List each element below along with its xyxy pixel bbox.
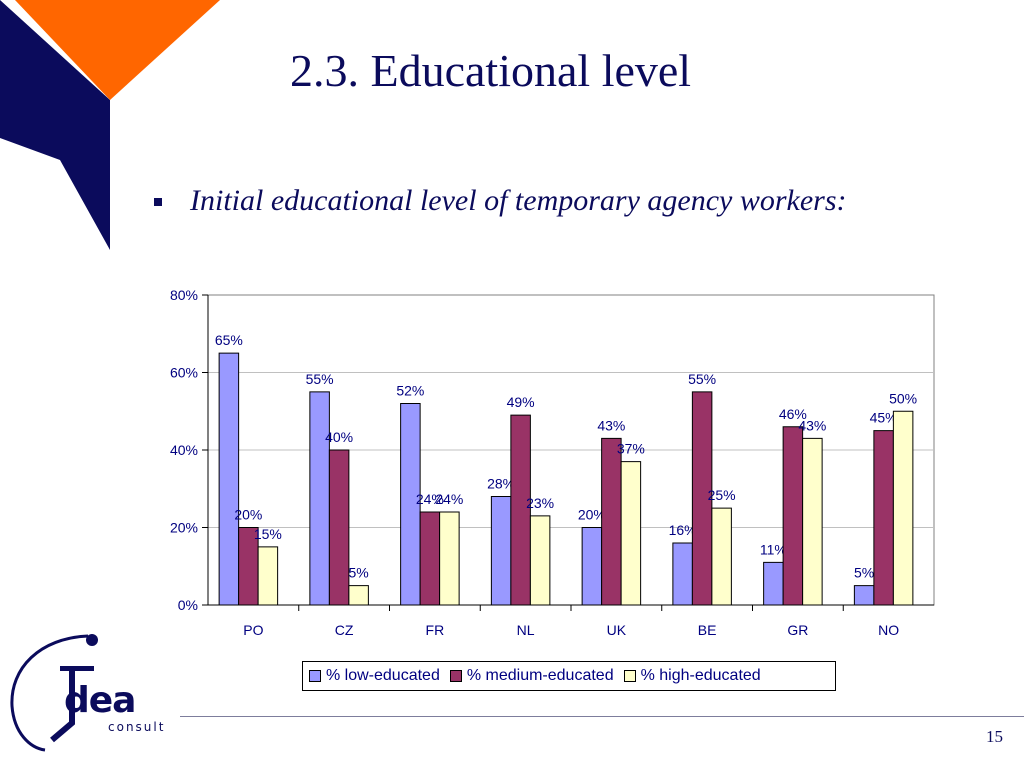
data-label: 40% bbox=[325, 429, 353, 445]
data-label: 20% bbox=[578, 507, 606, 523]
bar bbox=[529, 515, 551, 606]
data-label: 5% bbox=[854, 565, 874, 581]
bar bbox=[672, 542, 693, 606]
data-label: 37% bbox=[617, 441, 645, 457]
bullet-text: Initial educational level of temporary a… bbox=[190, 184, 847, 217]
logo-bar bbox=[60, 666, 94, 671]
page-number: 15 bbox=[986, 727, 1003, 746]
y-tick-label: 20% bbox=[170, 520, 198, 536]
bar bbox=[257, 546, 279, 606]
y-tick-label: 40% bbox=[170, 442, 198, 458]
bullet-square-icon bbox=[154, 198, 162, 206]
legend-item-high: % high-educated bbox=[623, 667, 761, 685]
data-label: 25% bbox=[708, 487, 736, 503]
logo-stem bbox=[50, 671, 75, 743]
data-label: 5% bbox=[349, 565, 369, 581]
data-label: 24% bbox=[416, 491, 444, 507]
idea-consult-logo bbox=[10, 634, 98, 752]
legend-label-low: % low-educated bbox=[326, 667, 440, 684]
data-label: 11% bbox=[760, 541, 787, 557]
x-tick-label: FR bbox=[426, 622, 445, 638]
x-tick-label: NL bbox=[517, 622, 535, 638]
data-label: 15% bbox=[254, 526, 282, 542]
logo-subtext: consult bbox=[108, 720, 166, 734]
legend-swatch-medium bbox=[449, 670, 462, 682]
bar bbox=[873, 430, 894, 606]
data-label: 65% bbox=[215, 332, 243, 348]
data-label: 46% bbox=[779, 406, 807, 422]
legend-swatch-low bbox=[309, 670, 321, 682]
bar bbox=[601, 437, 622, 606]
y-tick-label: 0% bbox=[178, 597, 198, 613]
logo-dot bbox=[86, 634, 98, 646]
x-tick-label: NO bbox=[878, 622, 899, 638]
x-tick-label: CZ bbox=[335, 622, 354, 638]
legend-item-medium: % medium-educated bbox=[449, 667, 614, 685]
data-label: 50% bbox=[889, 390, 917, 406]
footer-divider bbox=[180, 716, 1024, 717]
bar bbox=[782, 426, 804, 606]
bar bbox=[711, 507, 732, 606]
y-tick-label: 60% bbox=[170, 365, 198, 381]
bar bbox=[510, 414, 531, 606]
bar bbox=[892, 410, 914, 606]
bar-chart: 0% 20% 40% 60% 80% 65% 20% 15% PO 55% 40% 5% CZ 52% 24… bbox=[170, 287, 935, 638]
slide-title: 2.3. Educational level bbox=[290, 45, 692, 96]
logo-arc bbox=[10, 634, 89, 752]
bar bbox=[400, 403, 421, 606]
bar bbox=[581, 527, 603, 606]
x-tick-label: BE bbox=[698, 622, 717, 638]
data-label: 20% bbox=[234, 507, 262, 523]
legend-item-low: % low-educated bbox=[309, 667, 440, 685]
bar bbox=[309, 391, 330, 606]
data-label: 49% bbox=[507, 394, 535, 410]
data-label: 23% bbox=[526, 495, 554, 511]
data-label: 52% bbox=[396, 383, 424, 399]
bar bbox=[419, 511, 441, 606]
data-label: 55% bbox=[306, 371, 334, 387]
data-label: 45% bbox=[870, 410, 898, 426]
data-label: 28% bbox=[487, 476, 515, 492]
bar bbox=[763, 561, 784, 606]
logo-text: dea bbox=[64, 680, 136, 721]
chart-legend: % low-educated % medium-educated % high-… bbox=[302, 661, 836, 691]
bar bbox=[853, 585, 875, 606]
bar bbox=[490, 496, 512, 606]
bar bbox=[328, 449, 350, 606]
x-tick-label: GR bbox=[787, 622, 808, 638]
bar bbox=[439, 511, 460, 606]
data-label: 55% bbox=[688, 371, 716, 387]
x-tick-label: UK bbox=[607, 622, 627, 638]
legend-label-high: % high-educated bbox=[640, 667, 761, 684]
bar bbox=[218, 352, 240, 606]
data-label: 16% bbox=[669, 522, 697, 538]
legend-swatch-high bbox=[623, 670, 636, 682]
orange-triangle bbox=[15, 0, 220, 100]
bar bbox=[348, 585, 369, 606]
bar bbox=[802, 437, 823, 606]
navy-corner-shape bbox=[0, 0, 110, 250]
bar bbox=[691, 391, 713, 606]
data-label: 43% bbox=[597, 417, 625, 433]
x-tick-label: PO bbox=[243, 622, 263, 638]
legend-label-medium: % medium-educated bbox=[466, 667, 614, 684]
y-tick-label: 80% bbox=[170, 287, 198, 303]
data-label: 24% bbox=[435, 491, 463, 507]
data-label: 43% bbox=[798, 417, 826, 433]
slide-decoration bbox=[0, 0, 220, 250]
bar bbox=[620, 461, 642, 606]
